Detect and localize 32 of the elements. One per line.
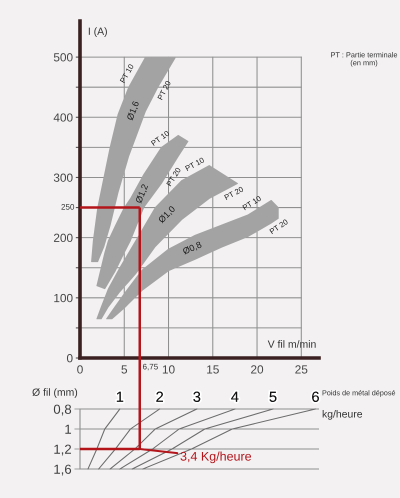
y-axis-title: Ø fil (mm) (32, 388, 78, 398)
y-tick-label: 1 (65, 424, 72, 434)
series-label: 2 (156, 392, 163, 402)
x-tick-label: 25 (295, 365, 308, 374)
series-label: 1 (116, 392, 124, 402)
ref-line-label: 250 (61, 204, 74, 210)
series-label: 4 (231, 392, 239, 402)
x-tick-label: 15 (207, 365, 219, 374)
x-tick-label: 20 (251, 365, 264, 374)
x-tick-label: 5 (121, 365, 128, 374)
text: kg/heure (322, 410, 362, 420)
y-tick-label: 100 (54, 294, 73, 302)
y-tick-label: 400 (54, 113, 73, 122)
series-label: 5 (270, 392, 276, 402)
y-tick-label: 200 (54, 234, 73, 242)
y-tick-label: 0 (66, 354, 73, 362)
x-tick-label: 0 (77, 365, 83, 374)
ref-line-label: 6,75 (142, 364, 158, 370)
series-label: 6 (312, 392, 319, 402)
series-label: 3 (193, 392, 200, 402)
y-tick-label: 1,6 (54, 464, 72, 476)
text: Ø0,8 (182, 241, 202, 256)
y-axis-title: I (A) (88, 27, 107, 37)
y-tick-label: 1,2 (54, 444, 72, 456)
text: Ø1,2 (135, 184, 150, 204)
text: Ø1,6 (126, 100, 140, 122)
x-axis-title: V fil m/min (268, 340, 316, 348)
y-tick-label: 0,8 (54, 404, 72, 416)
x-tick-label: 10 (162, 365, 175, 374)
y-tick-label: 500 (54, 53, 73, 62)
y-tick-label: 300 (54, 174, 73, 182)
annotation: 3,4 Kg/heure (180, 452, 252, 464)
